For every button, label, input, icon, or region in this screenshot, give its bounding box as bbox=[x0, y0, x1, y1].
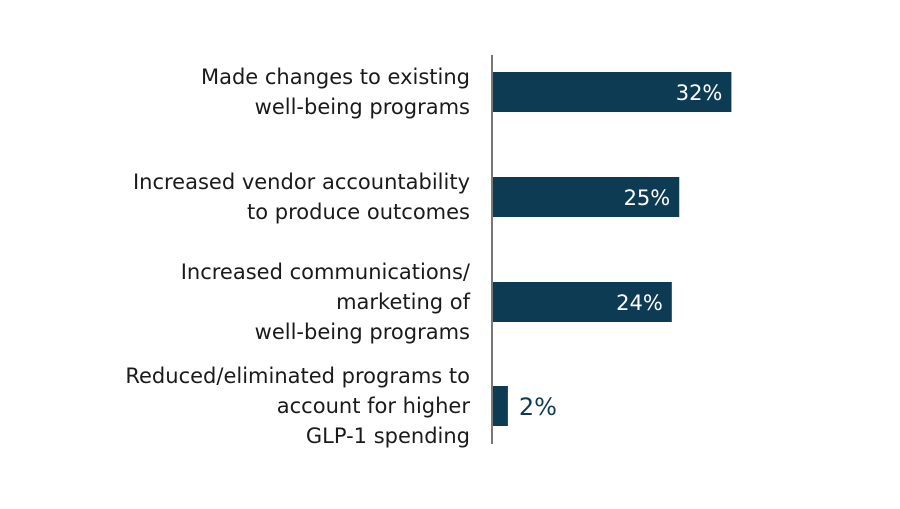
bar-2 bbox=[493, 282, 672, 322]
value-label-1: 25% bbox=[624, 186, 671, 210]
value-label-0: 32% bbox=[676, 81, 723, 105]
bar-0 bbox=[493, 72, 732, 112]
bar-3 bbox=[493, 386, 508, 426]
category-label-3: Reduced/eliminated programs to account fo… bbox=[125, 364, 470, 448]
category-label-line: Increased communications/ bbox=[181, 260, 471, 284]
category-label-line: well-being programs bbox=[255, 95, 470, 119]
category-label-line: marketing of bbox=[336, 290, 471, 314]
category-label-line: Made changes to existing bbox=[201, 65, 470, 89]
category-label-2: Increased communications/marketing of wel… bbox=[181, 260, 471, 344]
category-label-1: Increased vendor accountability to produc… bbox=[133, 170, 470, 224]
category-label-line: account for higher bbox=[277, 394, 471, 418]
value-label-3: 2% bbox=[519, 393, 557, 421]
value-label-2: 24% bbox=[616, 291, 663, 315]
category-label-line: well-being programs bbox=[255, 320, 470, 344]
category-label-line: GLP-1 spending bbox=[306, 424, 470, 448]
category-label-line: Increased vendor accountability bbox=[133, 170, 470, 194]
category-label-line: Reduced/eliminated programs to bbox=[125, 364, 470, 388]
category-label-line: to produce outcomes bbox=[247, 200, 470, 224]
bar-1 bbox=[493, 177, 680, 217]
category-label-0: Made changes to existing well-being progr… bbox=[201, 65, 470, 119]
